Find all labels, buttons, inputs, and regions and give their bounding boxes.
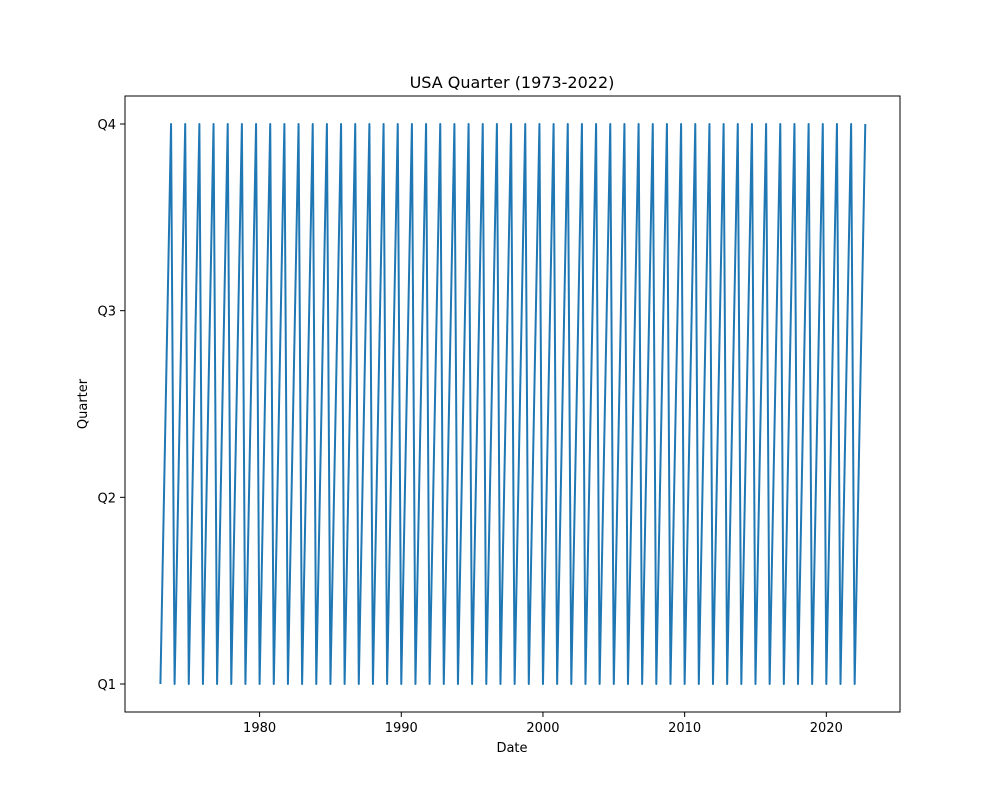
y-axis-label: Quarter — [76, 378, 91, 429]
y-tick-label: Q2 — [97, 491, 116, 506]
chart-title: USA Quarter (1973-2022) — [410, 73, 615, 92]
y-tick-label: Q1 — [97, 678, 116, 693]
y-axis-ticks: Q1 Q2 Q3 Q4 — [97, 118, 125, 693]
x-tick-label: 2000 — [526, 721, 559, 736]
x-tick-label: 2020 — [810, 721, 843, 736]
x-axis-label: Date — [496, 741, 527, 756]
plot-area-frame — [124, 95, 901, 713]
x-tick-label: 2010 — [668, 721, 701, 736]
y-tick-label: Q3 — [97, 305, 116, 320]
x-axis-ticks: 1980 1990 2000 2010 2020 — [243, 712, 843, 736]
x-tick-label: 1990 — [385, 721, 418, 736]
quarter-series-line — [159, 123, 867, 685]
y-tick-label: Q4 — [97, 118, 116, 133]
x-tick-label: 1980 — [243, 721, 276, 736]
series-lines — [159, 123, 867, 685]
